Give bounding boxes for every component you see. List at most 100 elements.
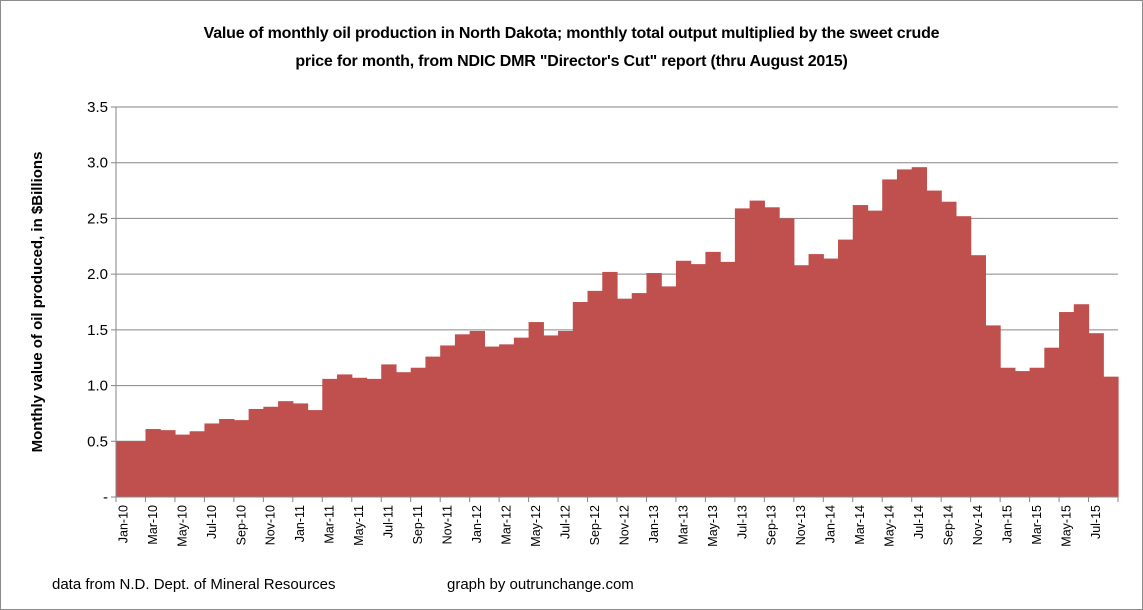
bar-Oct-12 (602, 271, 618, 497)
bar-Jul-13 (734, 208, 751, 497)
bar-Sep-11 (410, 367, 427, 497)
x-tick-label: Sep-14 (942, 505, 956, 545)
bar-Feb-11 (307, 410, 323, 497)
x-tick-label: Sep-12 (588, 505, 602, 545)
bar-Mar-11 (322, 378, 338, 497)
bar-Jan-11 (292, 403, 309, 497)
bar-Feb-14 (838, 239, 854, 497)
bar-May-13 (705, 251, 721, 497)
x-tick-label: Sep-13 (765, 505, 779, 545)
x-tick-label: Jul-10 (205, 505, 219, 539)
bar-Aug-11 (395, 372, 412, 497)
y-tick-label: 3.0 (87, 155, 108, 172)
bar-Jul-10 (204, 423, 220, 497)
bar-May-11 (351, 377, 368, 497)
bar-Dec-11 (454, 334, 471, 497)
x-tick-label: May-13 (706, 505, 720, 547)
bar-Jun-13 (720, 261, 736, 497)
bar-Oct-10 (248, 408, 264, 497)
bar-Feb-13 (661, 286, 677, 497)
bar-Mar-10 (145, 429, 161, 497)
bar-Jun-11 (366, 378, 382, 497)
bar-Oct-11 (425, 356, 441, 497)
bar-Jan-14 (823, 258, 839, 497)
y-tick-label: 3.5 (87, 99, 108, 116)
y-tick-labels: - 0.5 1.0 1.5 2.0 2.5 3.0 3.5 (87, 99, 108, 506)
bar-Jun-10 (189, 431, 206, 497)
x-tick-label: Nov-13 (794, 505, 808, 545)
bar-Feb-15 (1014, 371, 1031, 497)
bar-Mar-12 (499, 344, 515, 497)
bar-Jul-14 (911, 167, 928, 497)
bar-Jun-14 (896, 169, 913, 497)
x-tick-label: Mar-11 (323, 505, 337, 544)
bar-Jun-12 (543, 335, 559, 497)
x-tick-labels: Jan-10 Mar-10 May-10 Jul-10 Sep-10 Nov-10 Jan-… (116, 505, 1103, 547)
bar-Feb-10 (130, 441, 147, 497)
bar-Sep-12 (587, 290, 603, 497)
bar-Nov-11 (440, 345, 456, 497)
x-tick-label: Jan-15 (1000, 505, 1014, 543)
bar-Dec-12 (631, 293, 648, 497)
bar-Jun-15 (1073, 304, 1090, 497)
chart-title-line-1: Value of monthly oil production in North… (203, 25, 940, 42)
x-tick-label: Jan-13 (647, 505, 661, 543)
x-tick-label: Mar-14 (853, 505, 867, 545)
x-tick-label: Sep-10 (234, 505, 248, 545)
bar-Nov-14 (970, 255, 986, 497)
bar-Dec-10 (278, 401, 294, 497)
footer-source: data from N.D. Dept. of Mineral Resource… (52, 576, 336, 593)
bar-Apr-10 (160, 430, 176, 497)
bar-Aug-10 (219, 419, 235, 497)
bar-Nov-10 (263, 406, 279, 497)
x-tick-label: Sep-11 (411, 505, 425, 544)
x-tick-label: Mar-12 (499, 505, 513, 545)
y-tick-label: 1.0 (87, 378, 108, 395)
bar-Oct-13 (779, 218, 795, 497)
x-tick-label: Mar-13 (676, 505, 690, 545)
x-tick-label: Jan-12 (470, 505, 484, 543)
y-tick-label: 0.5 (87, 433, 108, 450)
x-tick-label: Jul-15 (1089, 505, 1103, 539)
bar-Jan-10 (116, 441, 132, 497)
bar-Jul-15 (1088, 333, 1104, 497)
bar-Mar-15 (1029, 367, 1045, 497)
x-tick-label: Jan-14 (824, 505, 838, 543)
bar-Aug-14 (926, 190, 942, 498)
x-tick-label: Nov-10 (264, 505, 278, 545)
bar-Feb-12 (484, 346, 500, 497)
x-tick-label: May-15 (1059, 505, 1073, 547)
bar-May-14 (882, 179, 898, 497)
bar-Apr-11 (337, 374, 353, 497)
bar-Mar-13 (675, 260, 692, 497)
y-tick-label: 2.5 (87, 210, 108, 227)
x-tick-label: May-12 (529, 505, 543, 547)
bar-Aug-12 (572, 302, 589, 497)
bar-Aug-13 (749, 200, 765, 497)
x-tick-label: May-14 (883, 505, 897, 547)
x-tick-label: Jul-14 (912, 505, 926, 539)
x-tick-label: May-10 (175, 505, 189, 547)
y-tick-label: - (103, 489, 108, 506)
bar-Nov-12 (617, 298, 633, 497)
bar-Jan-13 (646, 273, 662, 497)
x-tick-label: Jan-10 (116, 505, 130, 543)
bar-Jan-12 (469, 330, 485, 497)
x-tick-label: Mar-10 (146, 505, 160, 545)
bar-Apr-12 (513, 337, 530, 497)
bars (116, 167, 1119, 498)
x-tick-label: Jul-13 (735, 505, 749, 539)
bar-Mar-14 (852, 205, 869, 498)
bar-Oct-14 (955, 216, 972, 497)
x-tick-label: May-11 (352, 505, 366, 546)
x-tick-label: Nov-14 (971, 505, 985, 545)
chart-title-line-2: price for month, from NDIC DMR "Director… (295, 53, 848, 70)
axes (111, 106, 1119, 502)
x-tick-label: Jul-11 (382, 505, 396, 538)
bar-Dec-13 (808, 254, 824, 497)
x-tick-label: Mar-15 (1030, 505, 1044, 545)
bar-Apr-14 (867, 210, 883, 497)
bar-Dec-14 (985, 325, 1001, 497)
bar-Nov-13 (793, 265, 810, 497)
